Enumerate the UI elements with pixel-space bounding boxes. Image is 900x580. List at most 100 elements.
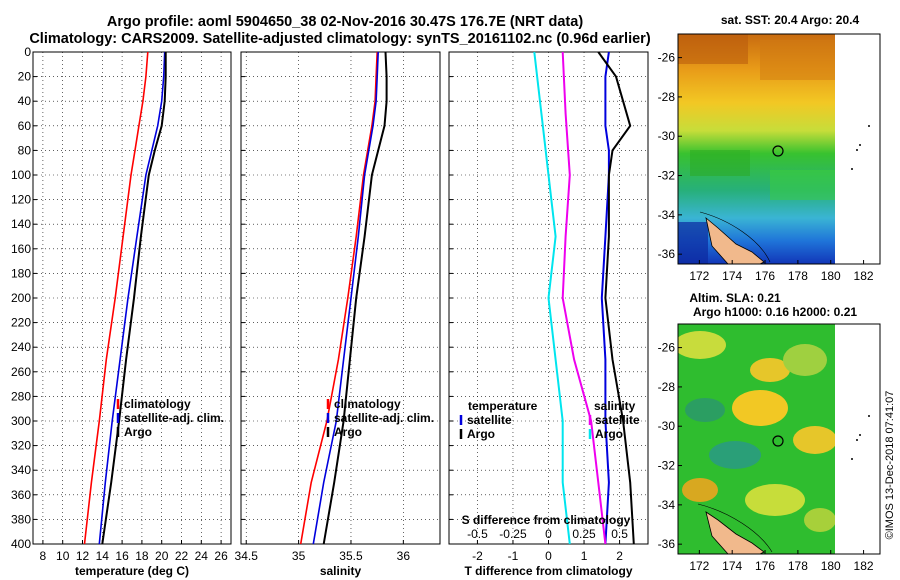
series-t-satellite (600, 51, 610, 545)
title-line-2: Climatology: CARS2009. Satellite-adjuste… (29, 31, 650, 47)
y-tick-label: 360 (11, 488, 31, 502)
sla-texture (678, 331, 835, 554)
series-satellite-adj-clim- (98, 51, 166, 545)
map-x-tick-label: 172 (689, 559, 709, 573)
x-tick-label: 10 (56, 549, 70, 563)
difference-panel: -2 -1 0 1 2T difference from climatology -0.5… (448, 51, 649, 578)
x-axis-label: temperature (deg C) (75, 564, 189, 578)
map-y-tick-label: -26 (658, 51, 676, 65)
x-tick-label: 24 (195, 549, 209, 563)
legend-label: satellite (595, 413, 640, 427)
map-x-tick-label: 182 (854, 559, 874, 573)
legend-label: Argo (595, 427, 623, 441)
x-axis-label: T difference from climatology (464, 564, 632, 578)
map-x-tick-label: 176 (755, 559, 775, 573)
sla-map: Altim. SLA: 0.21 Argo h1000: 0.16 h2000:… (658, 291, 881, 573)
sst-map-frame (677, 33, 881, 265)
y-tick-label: 400 (11, 537, 31, 551)
x-tick-label: 14 (96, 549, 110, 563)
x2-tick-label: -0.25 (499, 527, 527, 541)
x-tick-label: 35 (292, 549, 306, 563)
x-tick-label: 12 (76, 549, 90, 563)
sst-map-axes: 172 174 176 178 180 182 -26 -28 -30 -32 -34 -36 (658, 51, 874, 283)
sst-map: sat. SST: 20.4 Argo: 20.4 172 174 176 178 18… (658, 13, 881, 283)
map-y-tick-label: -28 (658, 380, 676, 394)
map-y-tick-label: -32 (658, 169, 676, 183)
x-tick-label: 36 (397, 549, 411, 563)
y-tick-label: 40 (18, 94, 32, 108)
series-t-argo (597, 51, 635, 545)
series-s-argo-diff (533, 51, 571, 545)
legend-label: satellite-adj. clim. (124, 411, 224, 425)
series-climatology (83, 51, 149, 545)
map-y-tick-label: -26 (658, 341, 676, 355)
x-tick-label: 2 (616, 549, 623, 563)
sst-map-title: sat. SST: 20.4 Argo: 20.4 (721, 13, 860, 27)
y-tick-label: 0 (24, 45, 31, 59)
map-x-tick-label: 174 (722, 269, 742, 283)
y-tick-label: 300 (11, 414, 31, 428)
x-tick-label: 8 (40, 549, 47, 563)
x-tick-label: 1 (581, 549, 588, 563)
map-x-tick-label: 182 (854, 269, 874, 283)
x2-tick-label: 0 (545, 527, 552, 541)
map-x-tick-label: 174 (722, 559, 742, 573)
x-tick-label: 34.5 (235, 549, 259, 563)
x-tick-label: -1 (508, 549, 519, 563)
legend-title-temperature: temperature (468, 399, 538, 413)
x2-tick-label: -0.5 (467, 527, 488, 541)
y-tick-label: 80 (18, 143, 32, 157)
map-x-tick-label: 176 (755, 269, 775, 283)
x2-tick-label: 0.5 (611, 527, 628, 541)
new-zealand-land (705, 216, 765, 264)
y-tick-label: 380 (11, 512, 31, 526)
map-x-tick-label: 178 (788, 559, 808, 573)
sst-map-blank (835, 34, 880, 264)
temperature-panel: 0 20 40 60 80 100 120 140 160 180 200 220 240 260 280 3… (11, 45, 232, 578)
y-tick-label: 240 (11, 340, 31, 354)
map-y-tick-label: -36 (658, 247, 676, 261)
map-y-tick-label: -30 (658, 419, 676, 433)
sla-map-frame (677, 323, 881, 555)
legend-label: satellite (467, 413, 512, 427)
sst-texture (678, 34, 835, 264)
island-dots (851, 415, 870, 460)
map-y-tick-label: -32 (658, 459, 676, 473)
x-tick-label: 16 (115, 549, 129, 563)
map-y-tick-label: -34 (658, 498, 676, 512)
y-tick-label: 160 (11, 242, 31, 256)
x-tick-label: 35.5 (339, 549, 363, 563)
y-tick-label: 200 (11, 291, 31, 305)
map-x-tick-label: 180 (821, 559, 841, 573)
y-tick-label: 220 (11, 316, 31, 330)
x2-tick-label: 0.25 (572, 527, 596, 541)
new-zealand-land (705, 511, 765, 554)
legend-label: climatology (334, 397, 401, 411)
map-y-tick-label: -28 (658, 90, 676, 104)
y-tick-label: 120 (11, 193, 31, 207)
y-tick-label: 140 (11, 217, 31, 231)
x2-axis-label: S difference from climatology (462, 513, 631, 527)
argo-location-marker (772, 145, 784, 157)
sla-map-blank (835, 324, 880, 554)
x-tick-label: 22 (175, 549, 189, 563)
argo-location-marker (772, 435, 784, 447)
map-y-tick-label: -30 (658, 129, 676, 143)
legend-label: Argo (124, 425, 152, 439)
series-satellite-adj-clim- (312, 51, 379, 545)
title-line-1: Argo profile: aoml 5904650_38 02-Nov-201… (107, 14, 583, 30)
sla-map-subtitle: Argo h1000: 0.16 h2000: 0.21 (693, 305, 857, 319)
sla-map-axes: 172 174 176 178 180 182 -26 -28 -30 -32 -34 -36 (658, 341, 874, 573)
plot-frame (240, 51, 441, 545)
x-tick-label: 0 (545, 549, 552, 563)
y-tick-label: 280 (11, 389, 31, 403)
series-climatology (299, 51, 378, 545)
series-s-satellite-diff (561, 51, 607, 545)
x-tick-label: 26 (214, 549, 228, 563)
y-tick-label: 260 (11, 365, 31, 379)
legend-label: Argo (467, 427, 495, 441)
x-axis-label: salinity (320, 564, 362, 578)
y-tick-label: 180 (11, 266, 31, 280)
x-tick-label: 18 (135, 549, 149, 563)
